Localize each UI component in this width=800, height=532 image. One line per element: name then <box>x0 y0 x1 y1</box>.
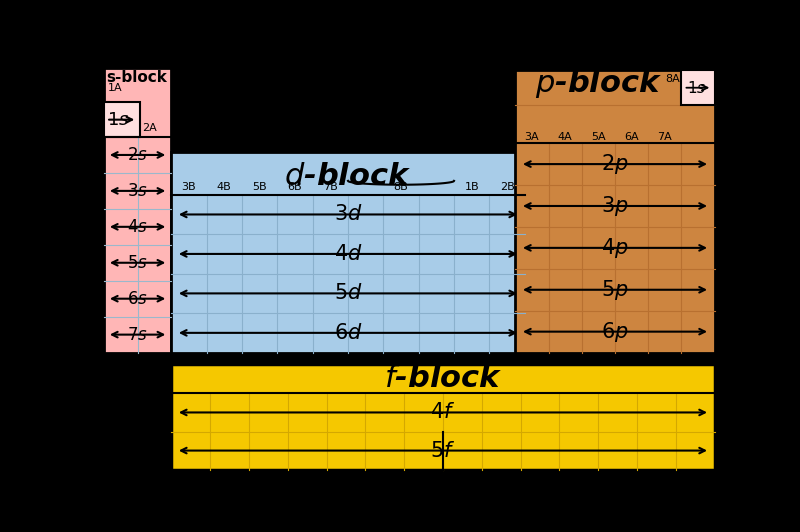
Text: 6B: 6B <box>288 182 302 192</box>
Text: $7s$: $7s$ <box>127 326 148 344</box>
Bar <box>515 70 714 353</box>
Text: $d$-block: $d$-block <box>285 162 411 190</box>
Text: $4d$: $4d$ <box>334 244 362 264</box>
Text: 7A: 7A <box>658 132 672 142</box>
Text: $5f$: $5f$ <box>430 440 455 461</box>
Bar <box>171 152 525 353</box>
Text: $5d$: $5d$ <box>334 284 362 303</box>
Text: $6p$: $6p$ <box>601 320 629 344</box>
Text: 2A: 2A <box>142 123 157 133</box>
Text: $p$-block: $p$-block <box>534 68 662 101</box>
Text: 7B: 7B <box>323 182 338 192</box>
Text: $3p$: $3p$ <box>601 194 629 218</box>
Bar <box>682 70 714 105</box>
Text: 8B: 8B <box>394 182 408 192</box>
Text: 6A: 6A <box>624 132 639 142</box>
Text: 4B: 4B <box>217 182 232 192</box>
Text: $1s$: $1s$ <box>107 111 130 129</box>
Text: $6s$: $6s$ <box>127 290 148 307</box>
Text: 4A: 4A <box>558 132 573 142</box>
Text: 3A: 3A <box>525 132 539 142</box>
Bar <box>104 68 171 353</box>
Text: 2B: 2B <box>500 182 514 192</box>
Text: $3s$: $3s$ <box>127 182 148 200</box>
Text: 1A: 1A <box>108 83 122 93</box>
Bar <box>171 364 714 470</box>
Text: 5A: 5A <box>591 132 606 142</box>
Text: $5p$: $5p$ <box>601 278 629 302</box>
Text: 1B: 1B <box>464 182 479 192</box>
Text: $4p$: $4p$ <box>601 236 629 260</box>
Text: $5s$: $5s$ <box>127 254 148 272</box>
Text: $1s$: $1s$ <box>687 80 706 96</box>
Text: $f$-block: $f$-block <box>384 364 502 393</box>
Text: $2p$: $2p$ <box>601 152 629 176</box>
Text: 5B: 5B <box>252 182 267 192</box>
Text: $2s$: $2s$ <box>127 146 148 164</box>
Text: 8A: 8A <box>665 74 680 84</box>
Text: $3d$: $3d$ <box>334 204 362 225</box>
Text: $6d$: $6d$ <box>334 323 362 343</box>
Text: $4f$: $4f$ <box>430 402 455 422</box>
Text: 3B: 3B <box>182 182 196 192</box>
Text: s-block: s-block <box>106 70 167 85</box>
Bar <box>104 102 140 137</box>
Text: $4s$: $4s$ <box>127 218 148 236</box>
